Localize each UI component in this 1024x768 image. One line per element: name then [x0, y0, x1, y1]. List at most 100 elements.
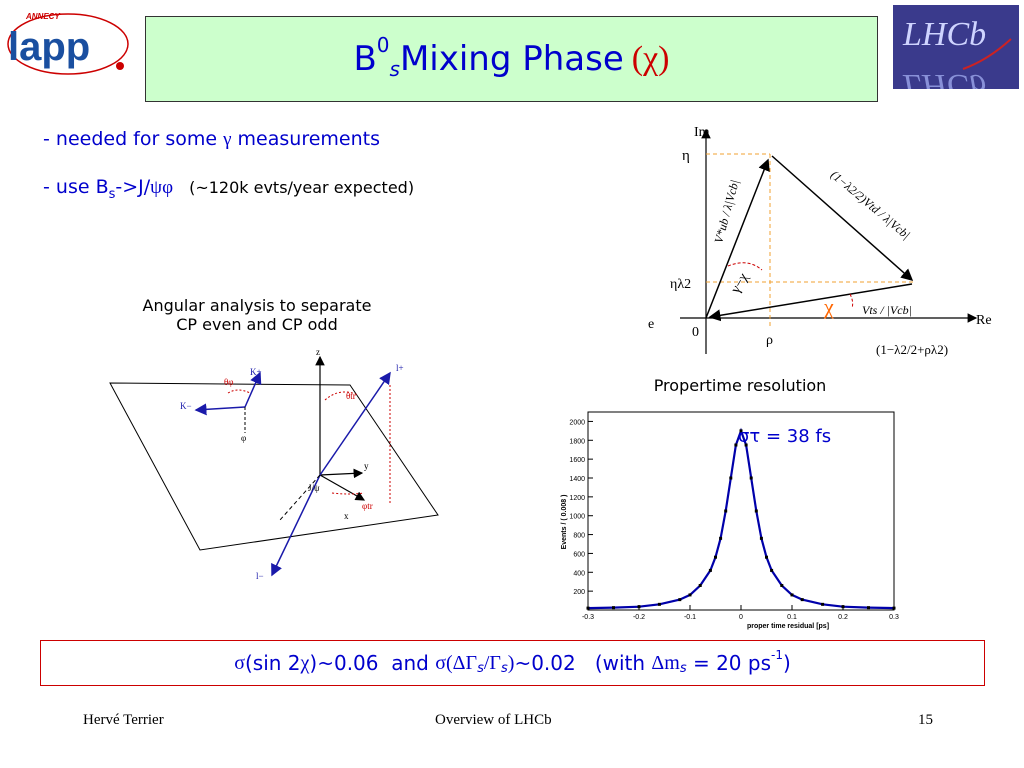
data-point — [892, 606, 896, 610]
angular-caption-line2: CP even and CP odd — [176, 315, 338, 334]
bullet-bs: - use Bs->J/ψφ (~120k evts/year expected… — [43, 176, 415, 202]
axis-im-label: Im — [694, 125, 710, 140]
jpsi-label: J/ψ — [308, 483, 320, 493]
unitarity-triangle: Im Re η ηλ2 e 0 ρ γ−χ χ V*ub / λ|Vcb| (1… — [640, 118, 1020, 368]
data-point — [678, 598, 682, 602]
lplus-label: l+ — [396, 363, 404, 373]
vub-side — [705, 158, 770, 319]
bullet-bs-symbol: ψφ — [150, 177, 174, 198]
data-point — [770, 568, 774, 572]
lapp-logo: ANNECY lapp — [2, 6, 132, 76]
angular-caption-line1: Angular analysis to separate — [142, 296, 372, 315]
footer-page: 15 — [918, 712, 933, 728]
data-point — [821, 602, 825, 606]
sum-part1: (sin 2 — [244, 651, 301, 675]
bullet-gamma-prefix: - needed for some — [43, 128, 224, 150]
kplus-label: K+ — [250, 367, 262, 377]
theta-tr-label: θtr — [346, 391, 356, 401]
zero-label: 0 — [692, 325, 699, 340]
y-axis-label: Events / ( 0.008 ) — [561, 495, 568, 550]
bullet-gamma-symbol: γ — [223, 129, 232, 150]
lapp-text: lapp — [8, 25, 90, 69]
x-tick-label: -0.3 — [582, 614, 594, 621]
chi-label: χ — [823, 294, 834, 319]
title-b: B — [353, 39, 377, 79]
lminus-label: l− — [256, 571, 264, 581]
data-point — [698, 583, 702, 587]
x-axis-label: proper time residual [ps] — [747, 623, 829, 630]
sum-close: ) — [507, 651, 515, 674]
x-tick-label: 0.3 — [889, 614, 899, 621]
sum-sigma2: σ( — [435, 651, 453, 674]
sum-part4: = 20 ps — [686, 651, 772, 675]
data-point — [867, 606, 870, 610]
eta-label: η — [682, 148, 690, 164]
data-point — [754, 509, 758, 513]
footer-author: Hervé Terrier — [83, 712, 164, 728]
y-tick-label: 1400 — [569, 476, 585, 483]
eta-lambda-label: ηλ2 — [670, 277, 691, 292]
y-tick-label: 2000 — [569, 419, 585, 426]
data-point — [744, 443, 748, 447]
data-point — [734, 443, 738, 447]
y-tick-label: 1800 — [569, 438, 585, 445]
sum-s2: s — [501, 660, 508, 676]
vtd-side — [771, 155, 914, 281]
sum-chi: χ — [300, 651, 310, 674]
data-point — [841, 605, 845, 609]
sum-slash: /Γ — [483, 651, 501, 674]
sum-s3: s — [679, 660, 687, 676]
angular-diagram: z y x J/ψ θφ θtr φtr φ K+ K− l+ l− — [100, 345, 445, 590]
y-tick-label: 1600 — [569, 457, 585, 464]
bullet-bs-mid: ->J/ — [115, 176, 151, 198]
sum-dm: Δm — [651, 651, 680, 674]
lhcb-logo: LHCb LHCb — [893, 5, 1019, 104]
y-tick-label: 200 — [573, 589, 585, 596]
data-point — [724, 509, 728, 513]
vts-label: Vts / |Vcb| — [862, 303, 912, 317]
x-tick-label: 0.1 — [787, 614, 797, 621]
lapp-annecy-text: ANNECY — [25, 12, 60, 21]
data-point — [729, 476, 733, 480]
x-tick-label: 0.2 — [838, 614, 848, 621]
data-point — [657, 602, 661, 606]
data-point — [790, 593, 794, 597]
data-point — [749, 476, 753, 480]
bullet-gamma: - needed for some γ measurements — [43, 128, 380, 151]
data-point — [586, 606, 590, 610]
y-ticks: 200 400 600 800 1000 1200 1400 1600 1800 2000 — [569, 419, 593, 596]
axis-y-label: y — [364, 461, 369, 471]
rho-label: ρ — [766, 333, 773, 348]
sum-part5: ) — [782, 651, 791, 675]
decay-plane — [109, 382, 439, 551]
y-tick-label: 800 — [573, 533, 585, 540]
bullet-bs-sub: s — [108, 187, 116, 202]
data-point — [719, 536, 723, 540]
phi-tr-label: φtr — [362, 501, 373, 511]
bottom-label: (1−λ2/2+ρλ2) — [876, 342, 948, 357]
data-point — [612, 606, 615, 610]
e-label: e — [648, 317, 654, 332]
data-point — [637, 605, 641, 609]
sum-part3: ~0.02 (with — [514, 651, 652, 675]
data-point — [708, 568, 712, 572]
fit-curve — [587, 427, 895, 610]
data-point — [800, 598, 804, 602]
bullet-bs-note: (~120k evts/year expected) — [189, 178, 415, 197]
sum-part2: )~0.06 and — [309, 651, 436, 675]
x-tick-label: 0 — [739, 614, 743, 621]
angular-caption: Angular analysis to separate CP even and… — [112, 296, 402, 334]
vtd-label: (1−λ2/2)Vtd / λ|Vcb| — [828, 168, 913, 242]
data-point — [759, 536, 763, 540]
phi-label: φ — [241, 433, 246, 443]
vub-label: V*ub / λ|Vcb| — [711, 178, 741, 245]
data-point — [780, 583, 784, 587]
sum-sigma1: σ — [234, 651, 245, 674]
bullet-gamma-suffix: measurements — [231, 128, 380, 150]
sum-dgamma: ΔΓ — [452, 651, 478, 674]
title-chi: (χ) — [631, 40, 670, 77]
data-point — [714, 555, 717, 559]
summary-box: σ (sin 2 χ)~0.06 and σ(ΔΓ s/Γ s) ~0.02 (with … — [40, 640, 985, 686]
svg-text:LHCb: LHCb — [902, 67, 986, 89]
data-points — [586, 429, 896, 610]
